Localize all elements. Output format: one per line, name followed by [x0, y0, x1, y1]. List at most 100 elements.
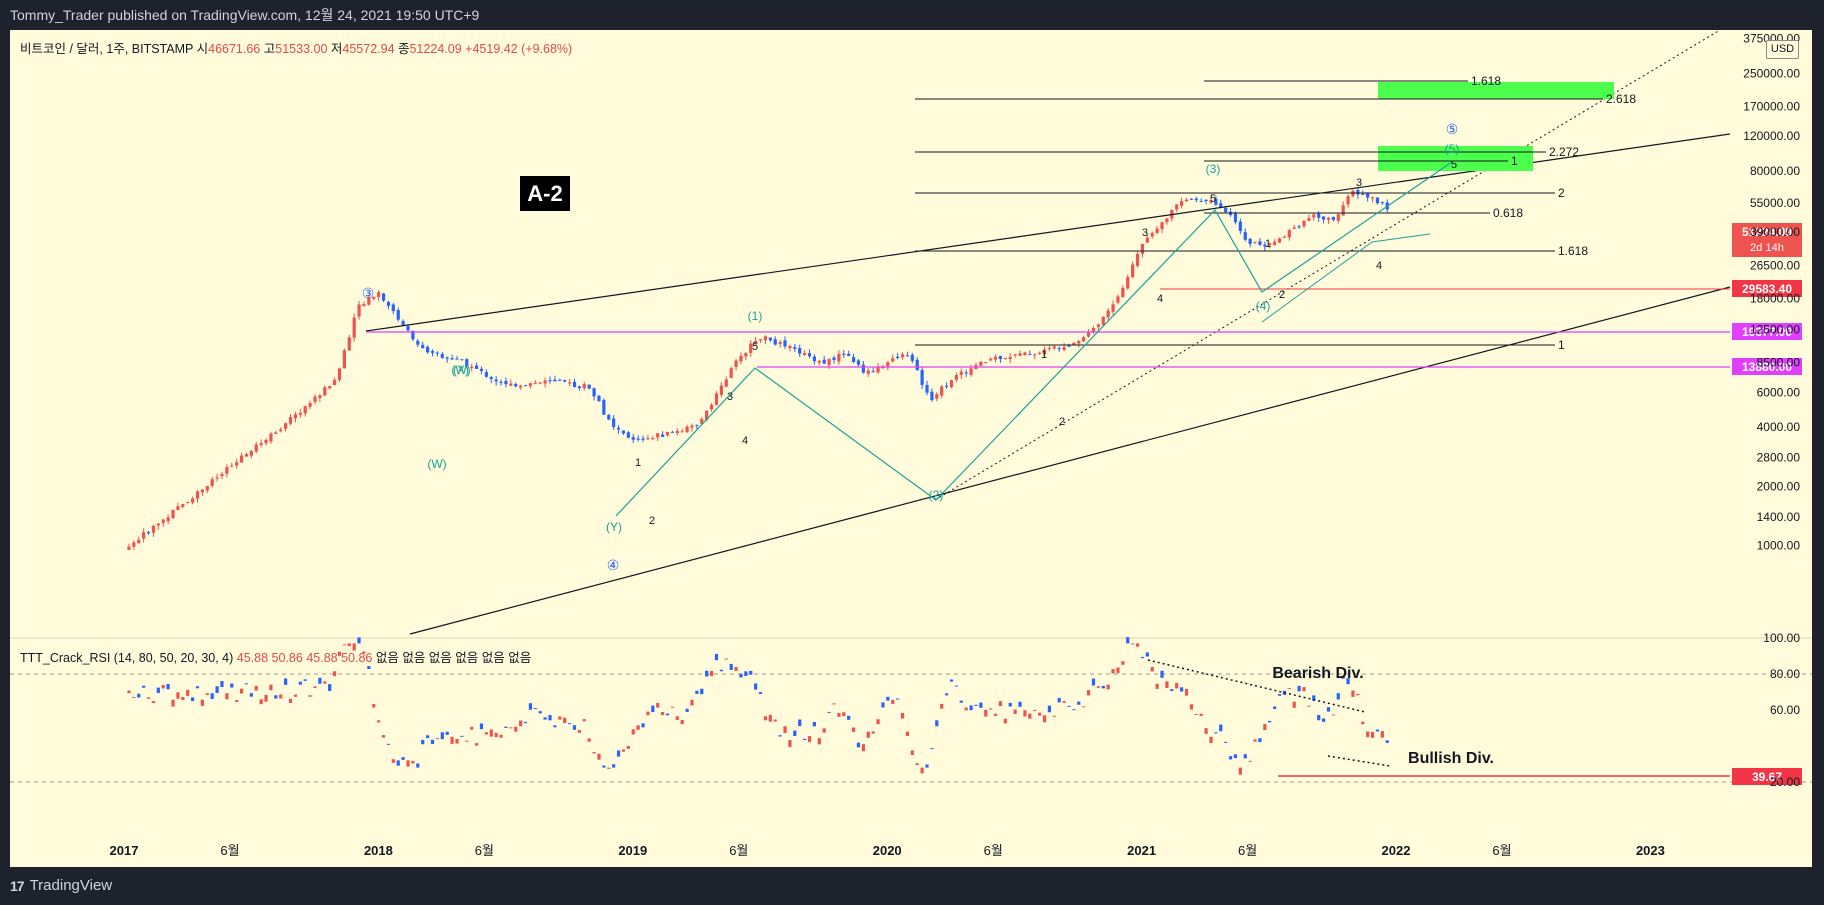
rsi-candle: [455, 738, 459, 744]
fib-level-label: 2: [1558, 186, 1565, 200]
price-candle: [455, 358, 459, 360]
indicator-value-2: 50.86: [271, 651, 303, 665]
fib-level-label: 1.618: [1471, 74, 1501, 88]
indicator-label: TTT_Crack_RSI (14, 80, 50, 20, 30, 4): [20, 651, 234, 665]
price-candle: [587, 384, 591, 389]
rsi-candle: [1082, 706, 1086, 708]
rsi-candle: [851, 727, 856, 732]
rsi-candle: [1366, 731, 1370, 738]
price-candle: [519, 385, 523, 388]
currency-button[interactable]: USD: [1766, 40, 1799, 59]
price-candle: [1366, 193, 1370, 198]
price-candle: [812, 356, 816, 362]
price-candle: [357, 304, 361, 317]
price-candle: [695, 424, 699, 426]
chart-area[interactable]: 1.618 2.618 2.272 1 2 0.618 1.618 1 ③ ④ ⑤ (W) (W) (Y)…: [0, 30, 1824, 867]
price-candle: [127, 546, 131, 550]
price-candle: [186, 502, 190, 504]
price-candle: [479, 368, 484, 372]
price-candle: [700, 418, 704, 424]
price-tick-label: 120000.00: [1743, 129, 1800, 143]
price-candle: [1302, 220, 1306, 227]
price-badge: [1732, 280, 1802, 297]
price-candle: [1003, 357, 1007, 359]
price-candle: [749, 343, 753, 353]
rsi-candle: [1312, 695, 1316, 701]
price-candle: [832, 357, 836, 360]
rsi-candle: [156, 687, 160, 693]
wave-label: (1): [748, 309, 763, 323]
rsi-candle: [1248, 760, 1252, 762]
price-candle: [1091, 328, 1096, 333]
price-candle: [656, 433, 660, 438]
price-candle: [323, 387, 327, 396]
price-badge: [1732, 358, 1802, 375]
rsi-tick-label: 60.00: [1770, 703, 1800, 717]
time-tick-label: 6월: [984, 843, 1003, 858]
rsi-candle: [470, 726, 474, 730]
rsi-candle: [494, 732, 498, 738]
price-candle: [969, 368, 973, 375]
rsi-candle: [1101, 685, 1105, 689]
rsi-candle: [489, 729, 493, 737]
rsi-candle: [548, 714, 552, 721]
rsi-candle: [842, 712, 846, 717]
rsi-candle: [484, 732, 488, 735]
rsi-candle: [597, 753, 601, 760]
rsi-candle: [979, 702, 983, 708]
price-candle: [1189, 198, 1193, 200]
close-value: 51224.09: [409, 42, 462, 56]
bearish-div-label: Bearish Div.: [1272, 665, 1363, 682]
price-candle: [1126, 277, 1130, 289]
rsi-candle: [563, 717, 567, 723]
rsi-candle: [274, 695, 278, 699]
rsi-candle: [1003, 718, 1007, 724]
wave-label: (3): [1206, 162, 1221, 176]
price-tick-label: 12500.00: [1750, 323, 1800, 337]
rsi-candle: [984, 709, 988, 717]
rsi-candle: [577, 730, 581, 733]
rsi-candle: [1297, 685, 1301, 692]
price-candle: [670, 431, 675, 433]
price-candle: [1282, 236, 1287, 238]
rsi-candle: [827, 711, 831, 713]
fib-level-label: 1: [1511, 154, 1518, 168]
price-candle: [1346, 196, 1350, 205]
price-candle: [1273, 241, 1277, 246]
price-candle: [381, 293, 386, 301]
rsi-candle: [1273, 706, 1277, 710]
low-label: 저: [330, 42, 343, 56]
price-candle: [729, 368, 733, 378]
price-candle: [244, 454, 249, 457]
rsi-candle: [954, 685, 958, 687]
price-candle: [372, 296, 376, 299]
time-tick-label: 6월: [1238, 843, 1257, 858]
rsi-candle: [1380, 731, 1384, 738]
rsi-candle: [675, 716, 679, 720]
rsi-candle: [866, 731, 870, 738]
rsi-candle: [656, 702, 660, 708]
rsi-candle: [900, 712, 905, 719]
price-candle: [1248, 238, 1252, 244]
price-candle: [925, 384, 929, 393]
rsi-candle: [685, 708, 689, 712]
price-candle: [1375, 197, 1380, 204]
rsi-candle: [352, 643, 356, 651]
price-candle: [377, 292, 381, 297]
rsi-candle: [920, 767, 924, 774]
price-candle: [861, 364, 865, 373]
price-candle: [440, 354, 444, 358]
target-zone-lower: [1378, 146, 1533, 171]
rsi-tick-label: 20.00: [1770, 775, 1800, 789]
price-candle: [313, 396, 317, 402]
rsi-candle: [1038, 712, 1042, 716]
open-label: 시: [196, 42, 209, 56]
price-candle: [612, 418, 616, 428]
rsi-candle: [734, 666, 738, 671]
rsi-tick-label: 80.00: [1770, 667, 1800, 681]
rsi-candle: [1204, 728, 1208, 734]
tradingview-logo[interactable]: 17 TradingView: [10, 867, 112, 905]
rsi-candle: [641, 723, 645, 728]
price-candle: [1326, 217, 1331, 220]
price-candle: [1238, 221, 1242, 231]
